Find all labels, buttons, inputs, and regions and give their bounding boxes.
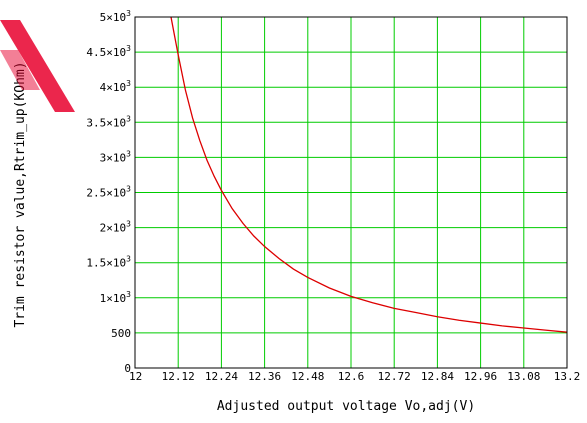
y-tick-label: 1.5×103	[86, 255, 131, 270]
y-tick-label: 500	[111, 327, 131, 340]
series-layer	[170, 16, 568, 333]
x-tick-label: 13.08	[507, 370, 540, 383]
grid	[134, 16, 568, 369]
y-tick-label: 2×103	[100, 220, 132, 235]
y-tick-label: 3×103	[100, 149, 132, 164]
x-tick-label: 12.96	[464, 370, 497, 383]
x-axis-ticks: 12 12.12 12.24 12.36 12.48 12.6 12.72 12.84 12.9…	[129, 370, 580, 383]
x-tick-label: 12.84	[421, 370, 454, 383]
series-line-trim-resistor	[170, 16, 568, 333]
y-tick-label: 1×103	[100, 290, 132, 305]
y-tick-label: 4×103	[100, 79, 132, 94]
x-tick-label: 12.12	[162, 370, 195, 383]
x-tick-label: 13.2	[554, 370, 581, 383]
x-tick-label: 12.6	[338, 370, 365, 383]
y-axis-ticks: 0 500 1×103 1.5×103 2×103 2.5×103 3×103 3.5×103…	[86, 9, 131, 375]
y-tick-label: 2.5×103	[86, 185, 131, 200]
plot-area-frame	[134, 16, 568, 369]
x-axis-title: Adjusted output voltage Vo,adj(V)	[217, 399, 475, 414]
y-tick-label: 5×103	[100, 9, 132, 24]
x-tick-label: 12.72	[378, 370, 411, 383]
x-tick-label: 12.24	[205, 370, 238, 383]
y-axis-title: Trim resistor value,Rtrim_up(KOhm)	[13, 61, 28, 327]
x-tick-label: 12.48	[291, 370, 324, 383]
y-tick-label: 0	[124, 362, 131, 375]
x-tick-label: 12	[129, 370, 142, 383]
y-tick-label: 4.5×103	[86, 44, 131, 59]
y-tick-label: 3.5×103	[86, 114, 131, 129]
x-tick-label: 12.36	[248, 370, 281, 383]
